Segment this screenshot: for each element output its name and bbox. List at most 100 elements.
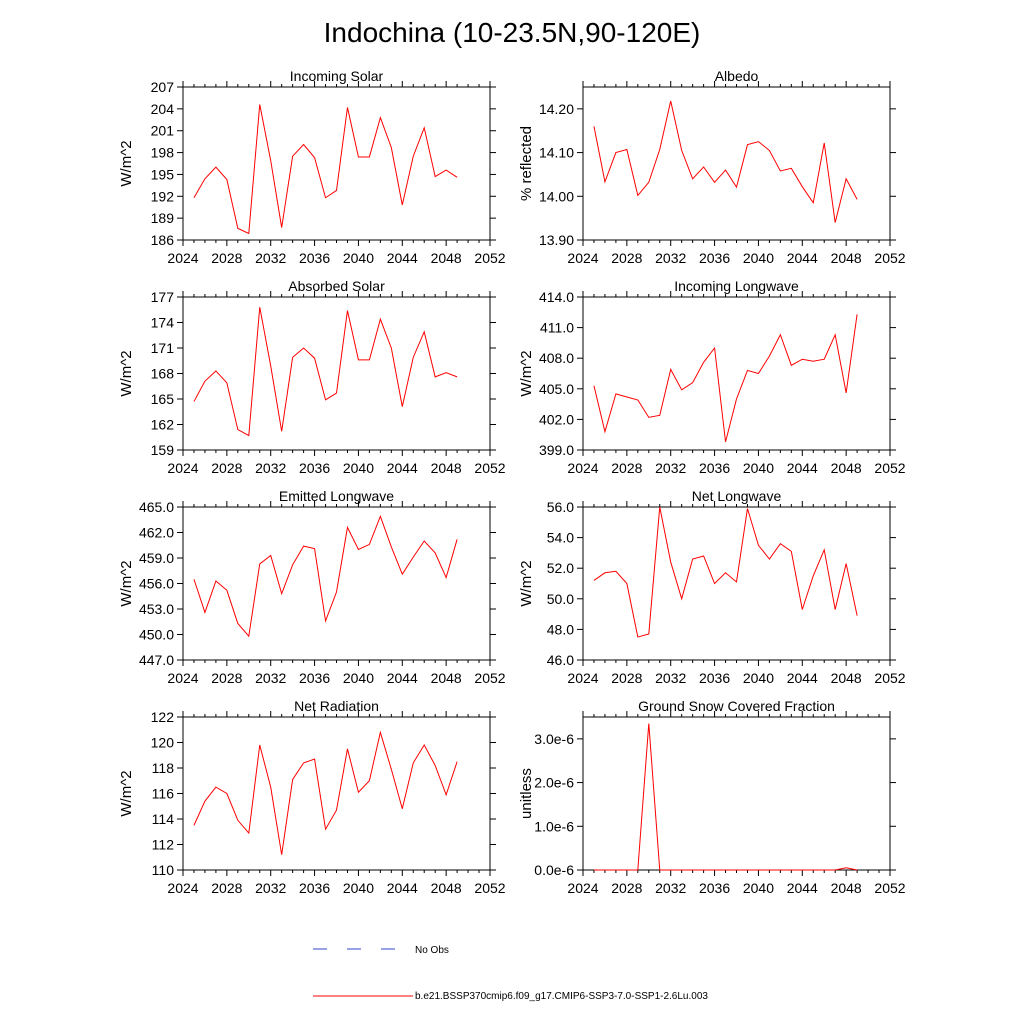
- emitted-longwave-ytick-label: 453.0: [139, 601, 174, 617]
- net-longwave-frame: [582, 506, 891, 661]
- albedo-xtick-label: 2048: [831, 250, 862, 266]
- emitted-longwave-title: Emitted Longwave: [279, 488, 394, 504]
- net-longwave-title: Net Longwave: [692, 488, 782, 504]
- absorbed-solar-ytick-label: 159: [151, 442, 175, 458]
- incoming-longwave-xtick-label: 2044: [787, 460, 818, 476]
- ground-snow-covered-fraction-xtick-label: 2040: [743, 880, 774, 896]
- panel-ground-snow-covered-fraction: Ground Snow Covered Fraction 2024 2028 2032…: [518, 698, 906, 896]
- albedo-ytick-label: 14.00: [539, 188, 574, 204]
- incoming-solar-ytick-label: 198: [151, 145, 175, 161]
- incoming-solar-frame: [182, 86, 491, 241]
- ground-snow-covered-fraction-xtick-label: 2024: [567, 880, 598, 896]
- legend-label-series: b.e21.BSSP370cmip6.f09_g17.CMIP6-SSP3-7.…: [415, 991, 708, 1002]
- absorbed-solar-xtick-label: 2044: [387, 460, 418, 476]
- absorbed-solar-ytick-label: 177: [151, 289, 175, 305]
- incoming-longwave-xtick-label: 2048: [831, 460, 862, 476]
- albedo-xtick-label: 2028: [611, 250, 642, 266]
- incoming-solar-xtick-label: 2032: [255, 250, 286, 266]
- net-longwave-ylabel: W/m^2: [518, 560, 535, 606]
- incoming-solar-xtick-label: 2040: [343, 250, 374, 266]
- incoming-longwave-ytick-label: 402.0: [539, 411, 574, 427]
- net-longwave-ytick-label: 50.0: [547, 591, 574, 607]
- net-radiation-xtick-label: 2028: [211, 880, 242, 896]
- panel-net-longwave: Net Longwave 2024 2028 2032 2036 2040 2044 2048…: [518, 488, 906, 686]
- incoming-longwave-xtick-label: 2032: [655, 460, 686, 476]
- absorbed-solar-xtick-label: 2052: [474, 460, 505, 476]
- figure-title: Indochina (10-23.5N,90-120E): [324, 17, 701, 48]
- incoming-longwave-ytick-label: 399.0: [539, 442, 574, 458]
- incoming-solar-xtick-label: 2024: [167, 250, 198, 266]
- net-longwave-ytick-label: 52.0: [547, 560, 574, 576]
- incoming-longwave-ytick-label: 405.0: [539, 381, 574, 397]
- legend-label-no-obs: No Obs: [415, 945, 449, 956]
- net-radiation-series-line: [193, 730, 458, 855]
- albedo-ylabel: % reflected: [518, 126, 535, 201]
- incoming-solar-xtick-label: 2028: [211, 250, 242, 266]
- absorbed-solar-ytick-label: 171: [151, 340, 175, 356]
- incoming-longwave-xtick-label: 2028: [611, 460, 642, 476]
- incoming-longwave-ytick-label: 414.0: [539, 289, 574, 305]
- ground-snow-covered-fraction-series-line: [593, 723, 858, 871]
- incoming-solar-ytick-label: 204: [151, 101, 175, 117]
- emitted-longwave-series-line: [193, 514, 458, 638]
- incoming-solar-ytick-label: 207: [151, 79, 175, 95]
- net-longwave-xtick-label: 2036: [699, 670, 730, 686]
- ground-snow-covered-fraction-ylabel: unitless: [518, 768, 535, 819]
- net-radiation-ylabel: W/m^2: [118, 770, 135, 816]
- net-radiation-ytick-label: 118: [152, 760, 175, 776]
- emitted-longwave-ytick-label: 447.0: [139, 652, 174, 668]
- ground-snow-covered-fraction-xtick-label: 2032: [655, 880, 686, 896]
- absorbed-solar-xtick-label: 2048: [431, 460, 462, 476]
- incoming-solar-ytick-label: 192: [151, 188, 175, 204]
- incoming-longwave-xtick-label: 2052: [874, 460, 905, 476]
- incoming-longwave-xtick-label: 2036: [699, 460, 730, 476]
- albedo-xtick-label: 2024: [567, 250, 598, 266]
- incoming-solar-ytick-label: 186: [151, 232, 175, 248]
- absorbed-solar-ytick-label: 174: [151, 315, 175, 331]
- incoming-longwave-xtick-label: 2040: [743, 460, 774, 476]
- emitted-longwave-xtick-label: 2044: [387, 670, 418, 686]
- panel-emitted-longwave: Emitted Longwave 2024 2028 2032 2036 2040 2044…: [118, 488, 506, 686]
- absorbed-solar-ytick-label: 168: [151, 366, 175, 382]
- albedo-xtick-label: 2040: [743, 250, 774, 266]
- net-longwave-xtick-label: 2048: [831, 670, 862, 686]
- absorbed-solar-ytick-label: 165: [151, 391, 175, 407]
- panel-albedo: Albedo 2024 2028 2032 2036 2040 2044 2048 2052 13…: [518, 68, 906, 266]
- albedo-xtick-label: 2032: [655, 250, 686, 266]
- net-radiation-xtick-label: 2036: [299, 880, 330, 896]
- albedo-ytick-label: 14.20: [539, 101, 574, 117]
- net-longwave-xtick-label: 2032: [655, 670, 686, 686]
- incoming-solar-ytick-label: 189: [151, 210, 175, 226]
- emitted-longwave-xtick-label: 2032: [255, 670, 286, 686]
- incoming-solar-xtick-label: 2052: [474, 250, 505, 266]
- absorbed-solar-xtick-label: 2028: [211, 460, 242, 476]
- ground-snow-covered-fraction-ytick-label: 1.0e-6: [534, 818, 574, 834]
- albedo-xtick-label: 2052: [874, 250, 905, 266]
- ground-snow-covered-fraction-frame: [582, 716, 891, 871]
- albedo-ytick-label: 14.10: [539, 145, 574, 161]
- absorbed-solar-xtick-label: 2040: [343, 460, 374, 476]
- emitted-longwave-xtick-label: 2048: [431, 670, 462, 686]
- emitted-longwave-xtick-label: 2024: [167, 670, 198, 686]
- net-longwave-xtick-label: 2040: [743, 670, 774, 686]
- panel-absorbed-solar: Absorbed Solar 2024 2028 2032 2036 2040 2044 20…: [118, 278, 506, 476]
- absorbed-solar-series-line: [193, 307, 458, 437]
- emitted-longwave-xtick-label: 2052: [474, 670, 505, 686]
- net-radiation-xtick-label: 2052: [474, 880, 505, 896]
- net-radiation-ytick-label: 122: [151, 709, 175, 725]
- absorbed-solar-xtick-label: 2036: [299, 460, 330, 476]
- incoming-solar-series-line: [193, 104, 458, 235]
- ground-snow-covered-fraction-xtick-label: 2048: [831, 880, 862, 896]
- net-radiation-ytick-label: 110: [152, 862, 175, 878]
- incoming-solar-xtick-label: 2036: [299, 250, 330, 266]
- net-longwave-xtick-label: 2024: [567, 670, 598, 686]
- net-radiation-ytick-label: 112: [152, 837, 175, 853]
- net-longwave-series-line: [593, 506, 858, 638]
- incoming-longwave-frame: [582, 296, 891, 451]
- albedo-title: Albedo: [715, 68, 759, 84]
- albedo-series-line: [593, 100, 858, 223]
- incoming-longwave-ylabel: W/m^2: [518, 350, 535, 396]
- incoming-solar-ytick-label: 201: [151, 123, 175, 139]
- chart-panels: Incoming Solar 2024 2028 2032 2036 2040 2044 20…: [118, 68, 906, 896]
